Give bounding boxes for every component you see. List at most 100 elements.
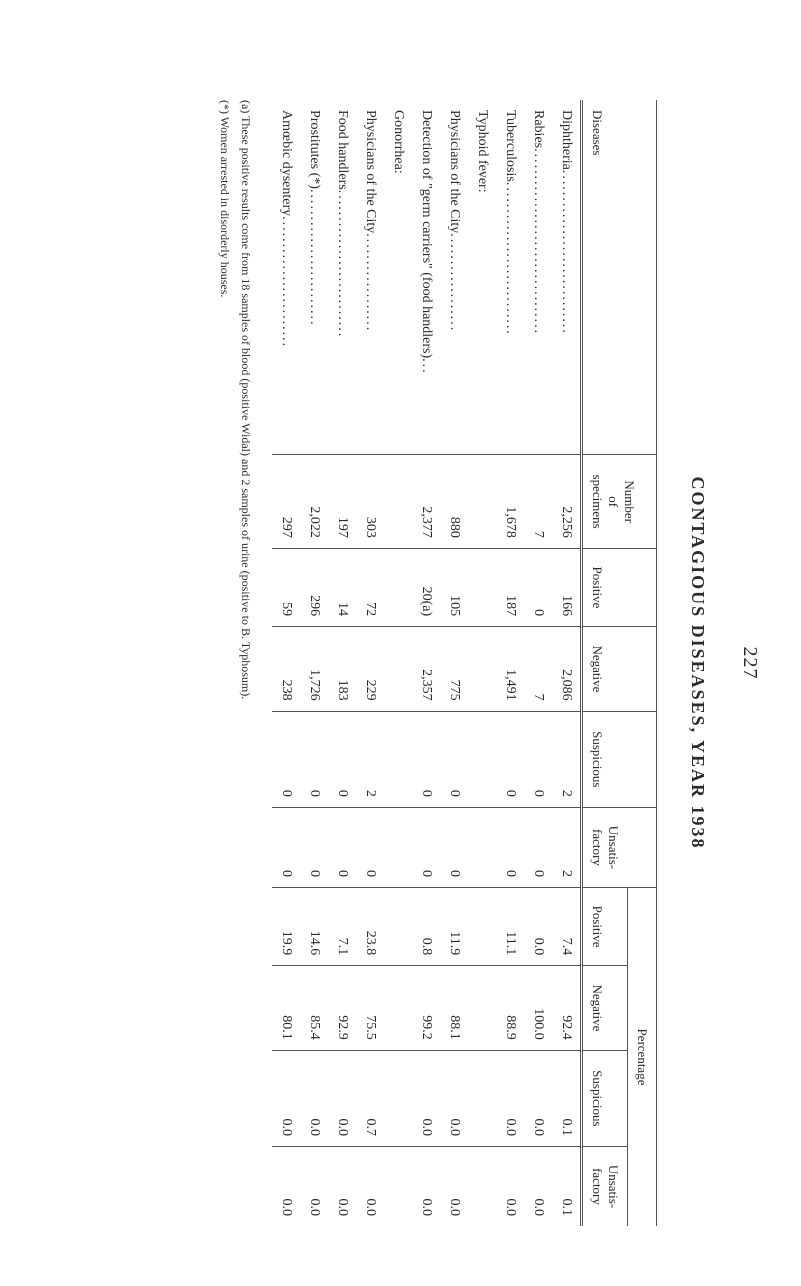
col-negative-p: Negative bbox=[582, 966, 628, 1051]
empty-cell bbox=[468, 807, 496, 887]
cell-neg-n: 183 bbox=[328, 627, 356, 712]
footnote-star: (*) Women arrested in disorderly houses. bbox=[216, 100, 233, 1226]
empty-cell bbox=[384, 627, 412, 712]
cell-pos-n: 187 bbox=[496, 548, 524, 626]
empty-cell bbox=[468, 887, 496, 965]
cell-pos-p: 7.4 bbox=[552, 887, 582, 965]
col-unsatis-n: Unsatis- factory bbox=[582, 807, 657, 887]
cell-pos-n: 166 bbox=[552, 548, 582, 626]
cell-sus-n: 0 bbox=[440, 711, 468, 807]
page-title: CONTAGIOUS DISEASES, YEAR 1938 bbox=[687, 100, 708, 1226]
table-row: Diphtheria..............................… bbox=[552, 100, 582, 1226]
cell-pos-p: 14.6 bbox=[300, 887, 328, 965]
table-row: Physicians of the City..................… bbox=[440, 100, 468, 1226]
cell-neg-p: 88.1 bbox=[440, 966, 468, 1051]
cell-uns-n: 0 bbox=[300, 807, 328, 887]
cell-sus-p: 0.0 bbox=[524, 1050, 552, 1146]
cell-sus-p: 0.0 bbox=[272, 1050, 300, 1146]
cell-neg-n: 2,086 bbox=[552, 627, 582, 712]
cell-uns-n: 0 bbox=[524, 807, 552, 887]
cell-number: 2,256 bbox=[552, 455, 582, 549]
empty-cell bbox=[468, 711, 496, 807]
disease-label: Detection of "germ carriers" (food handl… bbox=[412, 100, 440, 455]
disease-label: Tuberculosis............................ bbox=[496, 100, 524, 455]
dot-leader: .................................. bbox=[531, 148, 546, 335]
cell-uns-p: 0.0 bbox=[440, 1146, 468, 1226]
cell-number: 197 bbox=[328, 455, 356, 549]
cell-sus-p: 0.0 bbox=[300, 1050, 328, 1146]
empty-cell bbox=[384, 1050, 412, 1146]
empty-cell bbox=[384, 455, 412, 549]
empty-cell bbox=[468, 548, 496, 626]
dot-leader: .................. bbox=[363, 233, 378, 332]
cell-pos-n: 59 bbox=[272, 548, 300, 626]
footnote-a: (a) These positive results come from 18 … bbox=[237, 100, 254, 1226]
dot-leader: ............................ bbox=[503, 182, 518, 336]
disease-label: Physicians of the City.................. bbox=[356, 100, 384, 455]
cell-number: 297 bbox=[272, 455, 300, 549]
table-row: Rabies..................................… bbox=[524, 100, 552, 1226]
table-body: Diphtheria..............................… bbox=[272, 100, 582, 1226]
col-number: Number of specimens bbox=[582, 455, 657, 549]
cell-sus-n: 0 bbox=[524, 711, 552, 807]
contagious-diseases-table: Diseases Number of specimens Positive Ne… bbox=[272, 100, 657, 1226]
dot-leader: ........................... bbox=[335, 190, 350, 339]
cell-uns-p: 0.0 bbox=[496, 1146, 524, 1226]
cell-sus-n: 0 bbox=[328, 711, 356, 807]
cell-number: 1,678 bbox=[496, 455, 524, 549]
cell-neg-n: 229 bbox=[356, 627, 384, 712]
cell-uns-p: 0.0 bbox=[524, 1146, 552, 1226]
table-row: Physicians of the City..................… bbox=[356, 100, 384, 1226]
cell-neg-n: 2,357 bbox=[412, 627, 440, 712]
cell-pos-p: 0.0 bbox=[524, 887, 552, 965]
cell-uns-n: 2 bbox=[552, 807, 582, 887]
disease-label: Rabies.................................. bbox=[524, 100, 552, 455]
dot-leader: .................. bbox=[447, 233, 462, 332]
col-negative-n: Negative bbox=[582, 627, 657, 712]
cell-pos-p: 7.1 bbox=[328, 887, 356, 965]
cell-uns-p: 0.0 bbox=[300, 1146, 328, 1226]
dot-leader: .............................. bbox=[559, 170, 574, 335]
col-positive-n: Positive bbox=[582, 548, 657, 626]
cell-sus-n: 2 bbox=[552, 711, 582, 807]
cell-sus-p: 0.7 bbox=[356, 1050, 384, 1146]
disease-label: Amœbic dysentery........................ bbox=[272, 100, 300, 455]
cell-uns-p: 0.1 bbox=[552, 1146, 582, 1226]
empty-cell bbox=[384, 887, 412, 965]
disease-label: Prostitutes (*)......................... bbox=[300, 100, 328, 455]
cell-neg-p: 85.4 bbox=[300, 966, 328, 1051]
footnotes: (a) These positive results come from 18 … bbox=[216, 100, 254, 1226]
cell-pos-n: 14 bbox=[328, 548, 356, 626]
empty-cell bbox=[468, 966, 496, 1051]
col-diseases: Diseases bbox=[582, 100, 657, 455]
cell-pos-n: 0 bbox=[524, 548, 552, 626]
cell-uns-p: 0.0 bbox=[328, 1146, 356, 1226]
cell-uns-p: 0.0 bbox=[412, 1146, 440, 1226]
disease-label: Typhoid fever: bbox=[468, 100, 496, 455]
cell-uns-n: 0 bbox=[356, 807, 384, 887]
empty-cell bbox=[384, 548, 412, 626]
cell-number: 303 bbox=[356, 455, 384, 549]
cell-sus-n: 0 bbox=[272, 711, 300, 807]
col-percentage-spanner: Percentage bbox=[628, 887, 657, 1226]
cell-sus-n: 0 bbox=[496, 711, 524, 807]
cell-sus-p: 0.0 bbox=[412, 1050, 440, 1146]
cell-pos-p: 11.1 bbox=[496, 887, 524, 965]
empty-cell bbox=[468, 455, 496, 549]
table-row: Food handlers...........................… bbox=[328, 100, 356, 1226]
dot-leader: ......................... bbox=[307, 189, 322, 327]
cell-neg-n: 7 bbox=[524, 627, 552, 712]
cell-pos-p: 19.9 bbox=[272, 887, 300, 965]
cell-neg-p: 100.0 bbox=[524, 966, 552, 1051]
cell-sus-p: 0.0 bbox=[328, 1050, 356, 1146]
dot-leader: ... bbox=[419, 358, 434, 375]
table-row: Gonorrhea: bbox=[384, 100, 412, 1226]
cell-number: 2,022 bbox=[300, 455, 328, 549]
cell-pos-n: 105 bbox=[440, 548, 468, 626]
table-row: Typhoid fever: bbox=[468, 100, 496, 1226]
disease-label: Gonorrhea: bbox=[384, 100, 412, 455]
cell-neg-n: 775 bbox=[440, 627, 468, 712]
table-row: Tuberculosis............................… bbox=[496, 100, 524, 1226]
cell-neg-p: 99.2 bbox=[412, 966, 440, 1051]
cell-neg-n: 1,726 bbox=[300, 627, 328, 712]
